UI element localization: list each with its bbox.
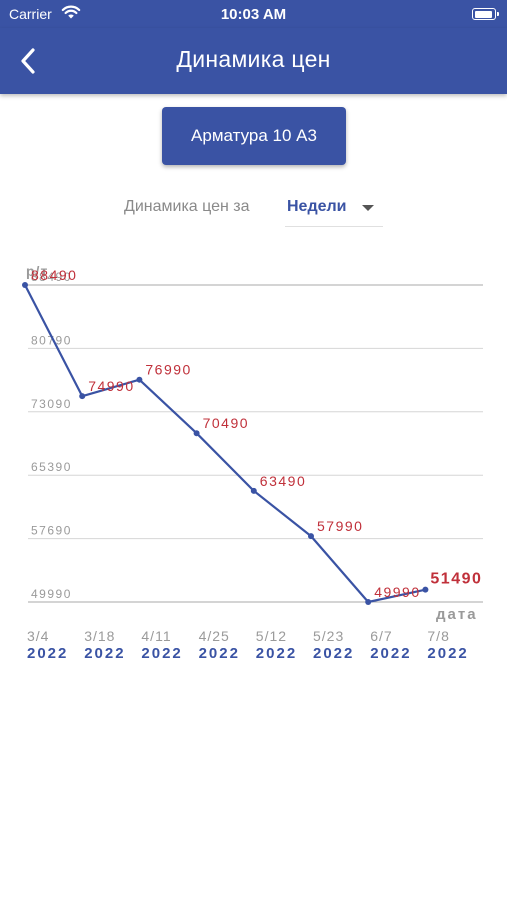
x-tick-year: 2022 [84, 645, 125, 662]
period-label: Динамика цен за [124, 198, 250, 215]
x-tick-year: 2022 [370, 645, 411, 662]
price-chart: 884908079073090653905769049990р/тдата884… [22, 263, 483, 662]
period-selected-value: Недели [287, 198, 347, 215]
page-title: Динамика цен [176, 46, 331, 72]
nav-bar: Динамика цен [0, 28, 507, 94]
y-tick-label: 65390 [31, 460, 72, 474]
battery-icon [472, 8, 499, 20]
wifi-icon [61, 5, 81, 19]
data-point [308, 533, 314, 540]
data-label: 49990 [374, 584, 420, 600]
x-tick-year: 2022 [427, 645, 468, 662]
x-tick-year: 2022 [313, 645, 354, 662]
data-point [422, 586, 429, 593]
data-label: 51490 [430, 571, 482, 588]
x-tick-year: 2022 [199, 645, 240, 662]
product-select-button[interactable]: Арматура 10 А3 [162, 107, 346, 165]
data-point [136, 376, 143, 383]
x-tick-date: 7/8 [427, 628, 449, 644]
x-tick-year: 2022 [256, 645, 297, 662]
data-point [193, 430, 200, 437]
series-line [24, 284, 426, 604]
data-label: 63490 [260, 473, 306, 489]
x-axis-label: дата [436, 606, 478, 623]
period-dropdown[interactable]: Недели [285, 196, 383, 227]
data-point [365, 599, 372, 605]
y-tick-label: 57690 [31, 524, 72, 538]
data-label: 88490 [31, 267, 77, 283]
x-tick-date: 3/18 [84, 628, 115, 644]
x-tick-date: 4/11 [141, 628, 171, 644]
data-point [79, 393, 86, 400]
x-tick-date: 4/25 [199, 628, 230, 644]
y-tick-label: 73090 [31, 397, 72, 411]
carrier-label: Carrier [9, 6, 52, 22]
x-tick-date: 3/4 [27, 628, 49, 644]
y-axis-label: р/т [26, 263, 48, 279]
x-tick-year: 2022 [27, 645, 68, 662]
y-tick-label: 80790 [31, 333, 72, 347]
x-tick-date: 5/12 [256, 628, 287, 644]
y-tick-label: 88490 [31, 270, 72, 284]
data-label: 70490 [203, 415, 249, 431]
y-tick-label: 49990 [31, 587, 72, 601]
x-tick-year: 2022 [141, 645, 182, 662]
data-point [22, 282, 28, 288]
x-tick-date: 5/23 [313, 628, 344, 644]
back-chevron-icon[interactable] [14, 44, 44, 78]
x-tick-date: 6/7 [370, 628, 392, 644]
data-point [250, 487, 257, 494]
data-label: 74990 [88, 378, 134, 394]
dropdown-caret-icon [362, 205, 374, 211]
status-bar: Carrier 10:03 AM [0, 0, 507, 28]
clock: 10:03 AM [220, 6, 287, 23]
data-label: 76990 [145, 362, 191, 378]
period-row: Динамика цен за Недели [0, 196, 507, 230]
data-label: 57990 [317, 518, 363, 534]
